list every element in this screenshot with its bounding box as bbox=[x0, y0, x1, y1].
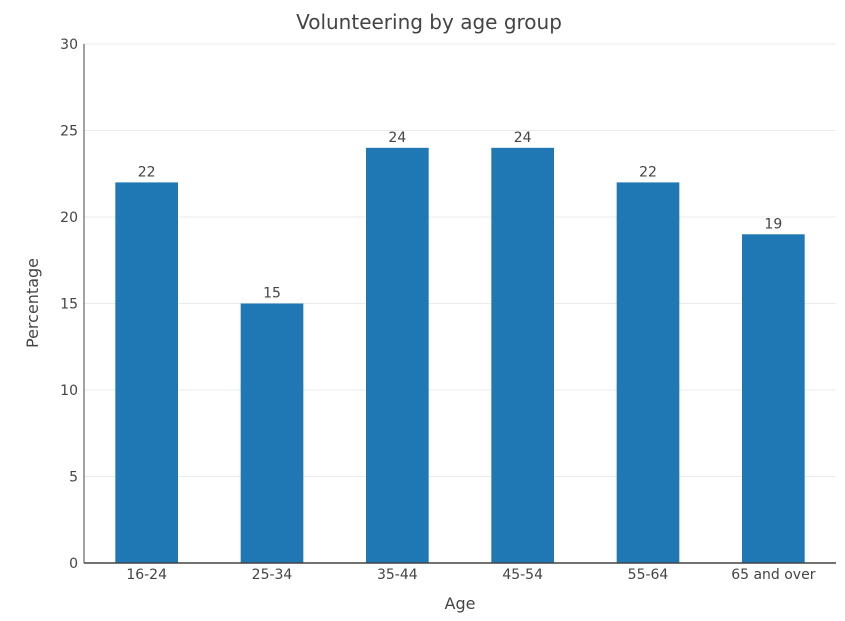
x-tick-label: 16-24 bbox=[126, 567, 167, 583]
chart-title: Volunteering by age group bbox=[296, 10, 562, 34]
bar bbox=[491, 147, 554, 564]
data-labels: 22 15 24 24 22 19 bbox=[138, 130, 782, 302]
x-tick-label: 25-34 bbox=[252, 567, 293, 583]
data-label: 15 bbox=[263, 286, 281, 302]
y-tick-label: 30 bbox=[60, 37, 78, 53]
y-axis-ticks: 0 5 10 15 20 25 30 bbox=[60, 37, 78, 572]
gridlines bbox=[84, 43, 836, 477]
bar bbox=[742, 234, 805, 564]
y-tick-label: 10 bbox=[60, 383, 78, 399]
x-tick-label: 55-64 bbox=[628, 567, 669, 583]
y-axis-title: Percentage bbox=[23, 258, 42, 348]
x-tick-label: 65 and over bbox=[731, 567, 816, 583]
data-label: 19 bbox=[764, 216, 782, 232]
data-label: 24 bbox=[388, 130, 406, 146]
x-tick-label: 35-44 bbox=[377, 567, 418, 583]
y-tick-label: 5 bbox=[69, 470, 78, 486]
y-tick-label: 0 bbox=[69, 556, 78, 572]
data-label: 24 bbox=[514, 130, 532, 146]
y-tick-label: 20 bbox=[60, 210, 78, 226]
bar bbox=[115, 182, 178, 563]
data-label: 22 bbox=[639, 164, 657, 180]
x-axis-ticks: 16-24 25-34 35-44 45-54 55-64 65 and over bbox=[126, 567, 815, 583]
x-tick-label: 45-54 bbox=[502, 567, 543, 583]
bar bbox=[616, 182, 680, 563]
bar bbox=[366, 147, 429, 564]
x-axis-title: Age bbox=[445, 594, 476, 613]
bars bbox=[115, 147, 805, 564]
data-label: 22 bbox=[138, 164, 156, 180]
bar bbox=[240, 303, 304, 563]
y-tick-label: 15 bbox=[60, 297, 78, 313]
y-tick-label: 25 bbox=[60, 124, 78, 140]
